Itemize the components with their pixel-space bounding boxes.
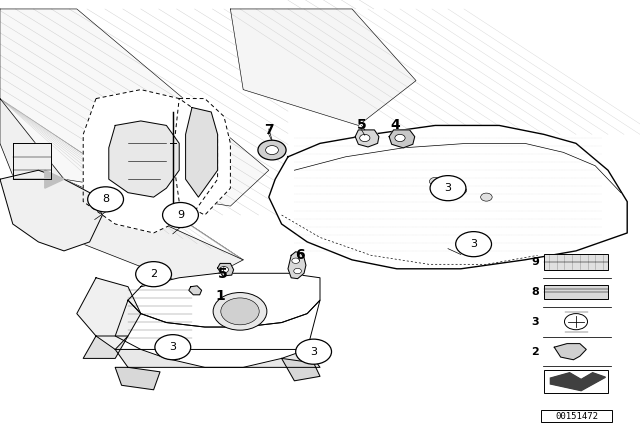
Text: 8: 8 [102,194,109,204]
Circle shape [296,339,332,364]
Circle shape [155,335,191,360]
Polygon shape [115,300,320,367]
Text: 5: 5 [218,267,228,281]
Polygon shape [282,358,320,381]
Text: 8: 8 [531,287,539,297]
Text: 3: 3 [470,239,477,249]
Polygon shape [109,121,179,197]
Polygon shape [218,263,234,276]
Polygon shape [554,344,586,360]
Polygon shape [13,143,51,179]
Circle shape [564,314,588,330]
Polygon shape [189,286,202,295]
Text: 3: 3 [170,342,176,352]
FancyBboxPatch shape [544,254,608,270]
Polygon shape [83,90,218,233]
Circle shape [456,232,492,257]
Circle shape [292,258,300,263]
Text: 4: 4 [390,118,401,133]
Circle shape [88,187,124,212]
Circle shape [136,262,172,287]
Polygon shape [173,99,230,215]
FancyBboxPatch shape [544,285,608,299]
Text: 3: 3 [310,347,317,357]
Polygon shape [13,170,64,188]
Circle shape [395,134,405,142]
Polygon shape [288,252,306,279]
Circle shape [258,140,286,160]
Text: 5: 5 [356,118,367,133]
Text: 1: 1 [216,289,226,303]
Circle shape [220,267,228,273]
Text: 2: 2 [531,347,539,357]
Polygon shape [230,9,416,125]
Circle shape [481,193,492,201]
FancyBboxPatch shape [541,410,612,422]
Polygon shape [0,99,243,287]
Text: 3: 3 [531,317,539,327]
Text: 9: 9 [531,257,539,267]
Text: 00151472: 00151472 [555,412,598,421]
Polygon shape [0,170,102,251]
Polygon shape [0,9,269,206]
Circle shape [266,146,278,155]
Circle shape [294,268,301,274]
Polygon shape [389,130,415,148]
Polygon shape [355,130,379,147]
Circle shape [455,186,467,194]
Polygon shape [115,349,320,367]
Polygon shape [550,373,605,391]
Circle shape [221,298,259,325]
Text: 7: 7 [264,123,274,137]
Circle shape [360,134,370,142]
Circle shape [213,293,267,330]
Polygon shape [115,367,160,390]
FancyBboxPatch shape [544,370,608,393]
Text: 9: 9 [177,210,184,220]
Polygon shape [186,108,218,197]
Circle shape [163,202,198,228]
Text: 2: 2 [150,269,157,279]
Polygon shape [269,125,627,269]
Circle shape [430,176,466,201]
Circle shape [429,177,441,185]
Text: 3: 3 [445,183,451,193]
Polygon shape [83,336,128,358]
Text: 6: 6 [294,248,305,263]
Polygon shape [128,273,320,327]
Polygon shape [77,278,141,349]
